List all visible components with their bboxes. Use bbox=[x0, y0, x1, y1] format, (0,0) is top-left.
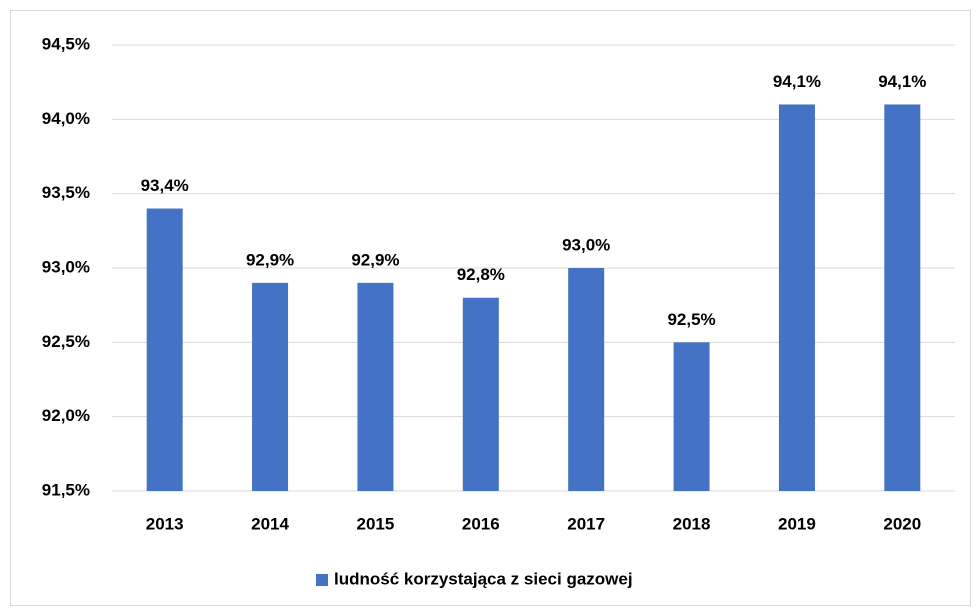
data-label: 92,5% bbox=[667, 310, 715, 329]
x-tick-label: 2015 bbox=[357, 514, 395, 533]
bar bbox=[462, 297, 499, 491]
bar bbox=[252, 282, 289, 491]
x-tick-label: 2013 bbox=[146, 514, 184, 533]
y-tick-label: 94,5% bbox=[42, 34, 90, 53]
x-tick-label: 2020 bbox=[883, 514, 921, 533]
bar bbox=[778, 104, 815, 491]
y-tick-label: 93,0% bbox=[42, 257, 90, 276]
bar bbox=[146, 208, 183, 492]
x-tick-label: 2016 bbox=[462, 514, 500, 533]
bar bbox=[568, 268, 605, 491]
y-tick-label: 92,5% bbox=[42, 332, 90, 351]
data-label: 94,1% bbox=[878, 72, 926, 91]
y-tick-label: 94,0% bbox=[42, 109, 90, 128]
y-tick-label: 93,5% bbox=[42, 183, 90, 202]
x-tick-label: 2018 bbox=[673, 514, 711, 533]
data-label: 93,0% bbox=[562, 235, 610, 254]
bar bbox=[673, 342, 710, 491]
x-tick-label: 2017 bbox=[567, 514, 605, 533]
y-tick-label: 92,0% bbox=[42, 406, 90, 425]
bar bbox=[884, 104, 921, 491]
x-tick-label: 2014 bbox=[251, 514, 289, 533]
data-label: 94,1% bbox=[773, 72, 821, 91]
data-label: 92,9% bbox=[246, 250, 294, 269]
data-label: 92,8% bbox=[457, 265, 505, 284]
y-tick-label: 91,5% bbox=[42, 480, 90, 499]
bar bbox=[357, 282, 394, 491]
data-label: 93,4% bbox=[141, 176, 189, 195]
x-tick-label: 2019 bbox=[778, 514, 816, 533]
legend-label: ludność korzystająca z sieci gazowej bbox=[334, 569, 633, 588]
data-label: 92,9% bbox=[351, 250, 399, 269]
legend-swatch bbox=[316, 574, 328, 586]
